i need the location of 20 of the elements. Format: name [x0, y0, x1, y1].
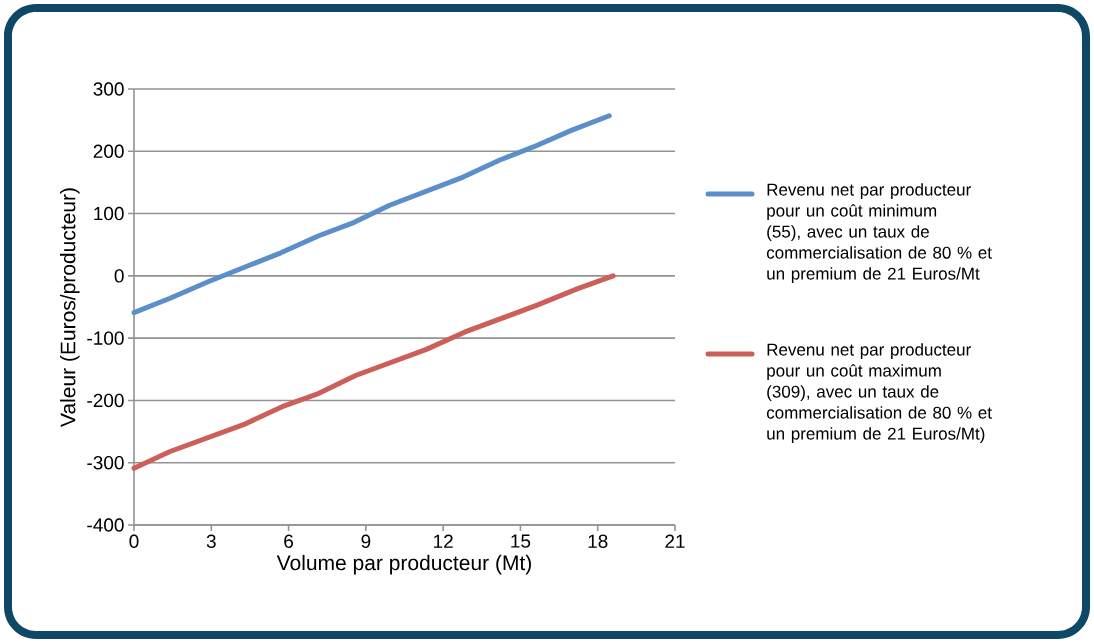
legend-label: Revenu net par producteur pour un coût minimum (55), avec un taux de commercialisation de 80 % et un premium de 21 Euros/Mt	[766, 183, 992, 284]
x-tick-label: 12	[434, 534, 453, 548]
y-tick-label: 200	[93, 144, 124, 159]
legend-label: Revenu net par producteur pour un coût maximum (309), avec un taux de commercialisation de 80 % et un premium de 21 Euros/Mt)	[766, 343, 992, 444]
x-tick-label: 6	[284, 534, 294, 548]
x-tick-label: 9	[361, 534, 371, 548]
y-tick-label: -400	[87, 518, 124, 532]
y-tick-label: -200	[87, 393, 124, 408]
y-tick-label: -300	[87, 455, 124, 470]
x-axis-title: Volume par producteur (Mt)	[276, 554, 531, 575]
y-axis-title: Valeur (Euros/producteur)	[60, 188, 80, 427]
y-tick-label: 100	[94, 206, 124, 221]
y-tick-label: 0	[114, 269, 124, 283]
y-tick-label: 300	[93, 82, 124, 96]
x-tick-label: 15	[511, 534, 531, 548]
y-tick-label: -100	[87, 331, 124, 345]
x-tick-label: 3	[206, 534, 216, 548]
x-tick-label: 21	[665, 534, 685, 548]
x-tick-label: 0	[129, 534, 139, 548]
x-tick-label: 18	[588, 534, 608, 548]
